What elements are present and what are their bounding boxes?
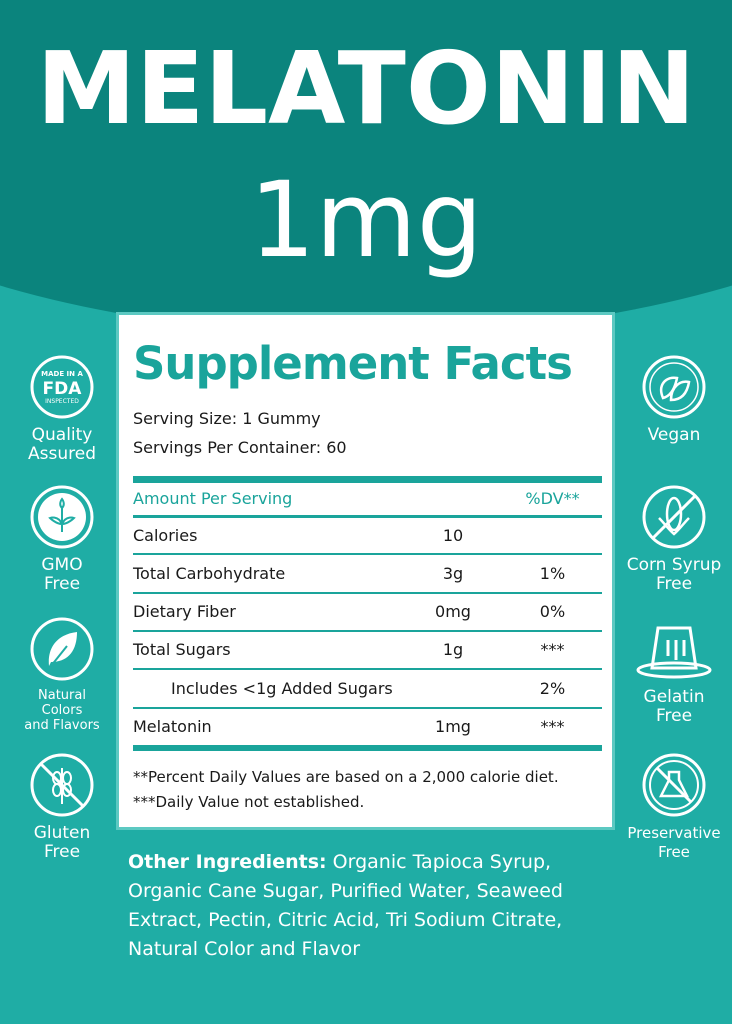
col-dv: %DV** (525, 489, 580, 508)
badge-label: Vegan (647, 425, 701, 445)
row-name: Dietary Fiber (133, 602, 236, 621)
row-amount: 1g (442, 640, 464, 659)
table-header: Amount Per Serving %DV** (133, 484, 602, 514)
footnote: ***Daily Value not established. (133, 793, 365, 811)
row-dv: *** (540, 640, 565, 659)
row-amount: 1mg (435, 717, 471, 736)
header-band (0, 0, 732, 335)
table-row: Calories 10 (133, 521, 602, 551)
badge-gelatin-free: Gelatin Free (616, 616, 732, 726)
badge-label: Corn Syrup (626, 555, 722, 575)
divider (133, 630, 602, 632)
vegan-leaves-icon (642, 355, 706, 419)
row-amount: 10 (442, 526, 464, 545)
ingredients-label: Other Ingredients: (128, 851, 327, 873)
badge-label: Gelatin (643, 687, 705, 707)
supplement-facts-panel: Supplement Facts Serving Size: 1 Gummy S… (116, 312, 615, 830)
divider (133, 668, 602, 670)
servings-value: 60 (326, 438, 347, 457)
svg-text:INSPECTED: INSPECTED (45, 398, 79, 405)
other-ingredients: Other Ingredients: Organic Tapioca Syrup… (128, 848, 608, 964)
row-dv: 1% (539, 564, 566, 583)
divider (133, 553, 602, 555)
row-name: Total Sugars (133, 640, 231, 659)
row-dv: 2% (539, 679, 566, 698)
badge-label: Assured (28, 444, 96, 464)
badge-corn-syrup-free: Corn Syrup Free (616, 484, 732, 594)
divider-thick (133, 745, 602, 751)
badge-gluten-free: Gluten Free (4, 752, 120, 862)
svg-text:MADE IN A: MADE IN A (41, 370, 83, 378)
gelatin-icon (636, 626, 712, 679)
ingredients-text: Organic Tapioca Syrup, Organic Cane Suga… (128, 851, 563, 960)
badge-label: Free (43, 574, 81, 594)
facts-title: Supplement Facts (133, 337, 573, 390)
divider (133, 592, 602, 594)
no-wheat-icon (30, 753, 94, 817)
badge-label: GMO (41, 555, 83, 575)
badge-label: Preservative (627, 824, 721, 842)
serving-size: Serving Size: 1 Gummy (133, 409, 321, 428)
svg-text:FDA: FDA (43, 379, 83, 399)
row-dv: 0% (539, 602, 566, 621)
servings-per-container: Servings Per Container: 60 (133, 438, 347, 457)
sprout-icon (30, 485, 94, 549)
no-flask-icon (642, 753, 706, 817)
row-amount: 0mg (435, 602, 471, 621)
row-name: Melatonin (133, 717, 212, 736)
serving-size-value: 1 Gummy (242, 409, 321, 428)
row-amount: 3g (442, 564, 464, 583)
col-amount: Amount Per Serving (133, 489, 293, 508)
servings-label: Servings Per Container: (133, 438, 322, 457)
badge-preservative-free: Preservative Free (616, 752, 732, 862)
badge-label: Free (43, 842, 81, 862)
no-corn-icon (642, 485, 706, 549)
table-row: Total Sugars 1g *** (133, 635, 602, 665)
serving-size-label: Serving Size: (133, 409, 238, 428)
product-dose: 1mg (249, 159, 483, 281)
badge-label: Free (655, 574, 693, 594)
table-row: Melatonin 1mg *** (133, 712, 602, 742)
table-row: Includes <1g Added Sugars 2% (133, 674, 602, 704)
badge-label: Free (655, 706, 693, 726)
row-dv: *** (540, 717, 565, 736)
leaf-icon (30, 617, 94, 681)
badge-natural: Natural Colors and Flavors (4, 616, 120, 733)
product-name: MELATONIN (36, 30, 696, 147)
badge-label: and Flavors (24, 718, 100, 733)
table-row: Total Carbohydrate 3g 1% (133, 559, 602, 589)
badge-label: Quality (31, 425, 93, 445)
badge-label: Free (658, 843, 690, 861)
badge-quality-assured: MADE IN A FDA INSPECTED Quality Assured (4, 354, 120, 464)
badge-gmo-free: GMO Free (4, 484, 120, 594)
table-row: Dietary Fiber 0mg 0% (133, 597, 602, 627)
row-name: Includes <1g Added Sugars (171, 679, 393, 698)
badge-vegan: Vegan (616, 354, 732, 445)
divider (133, 515, 602, 518)
badge-label: Natural (38, 688, 86, 703)
badge-label: Gluten (33, 823, 91, 843)
row-name: Total Carbohydrate (133, 564, 286, 583)
footnote: **Percent Daily Values are based on a 2,… (133, 768, 559, 786)
row-name: Calories (133, 526, 198, 545)
badge-label: Colors (41, 703, 83, 718)
divider (133, 707, 602, 709)
divider-thick (133, 476, 602, 483)
